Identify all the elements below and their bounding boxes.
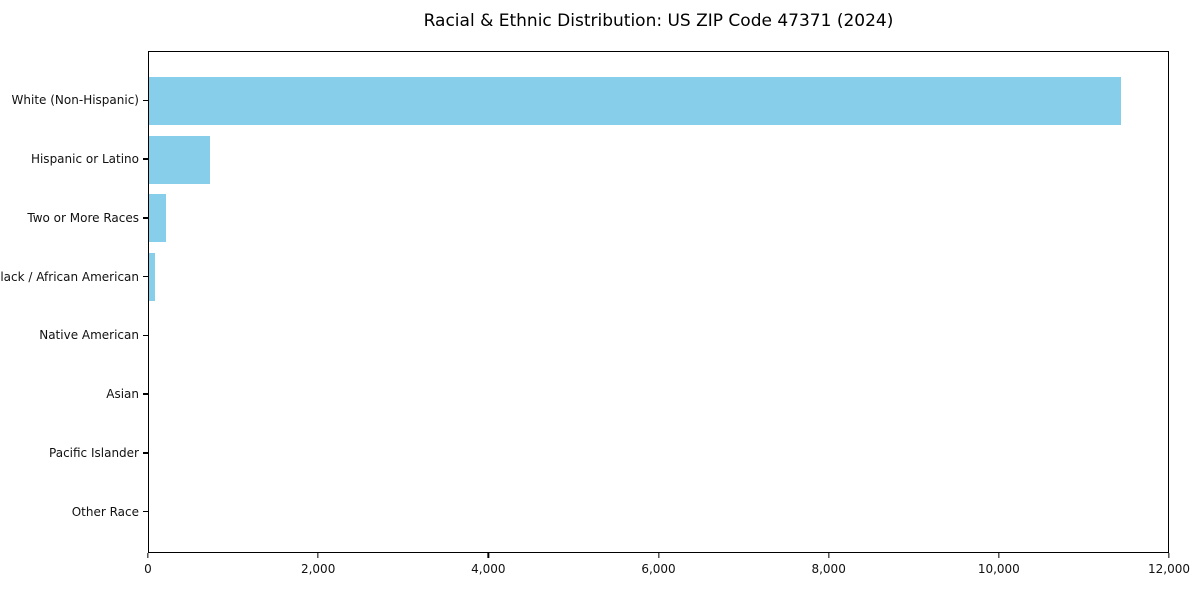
bar-row [149, 482, 1168, 541]
y-tick-label-hispanic-or-latino: Hispanic or Latino [30, 152, 139, 167]
y-axis-row: Hispanic or Latino [0, 130, 148, 189]
chart-title: Racial & Ethnic Distribution: US ZIP Cod… [423, 11, 894, 31]
y-tick-label-other-race: Other Race [71, 504, 139, 519]
bar-row [149, 365, 1168, 424]
x-tick-mark [657, 553, 660, 558]
y-tick-mark [143, 334, 148, 337]
y-axis-row: Two or More Races [0, 189, 148, 248]
y-tick-mark [143, 393, 148, 395]
bars-container [149, 52, 1168, 552]
bar-row [149, 306, 1168, 365]
x-tick-label: 2,000 [300, 562, 336, 576]
y-tick-label-asian: Asian [106, 387, 139, 402]
y-axis-row: Pacific Islander [0, 424, 148, 483]
y-tick-label-native-american: Native American [39, 328, 139, 343]
x-tick-mark [487, 553, 489, 558]
x-axis: 0 2,000 4,000 6,000 8,000 10,000 12,000 [144, 553, 1190, 595]
y-axis-row: Native American [0, 306, 148, 365]
plot-area [148, 51, 1169, 553]
x-tick-mark [317, 553, 319, 558]
y-tick-mark [143, 99, 148, 102]
bar-two-or-more-races [149, 194, 167, 243]
x-tick-label: 4,000 [471, 562, 506, 576]
x-tick-label: 12,000 [1148, 562, 1190, 576]
x-tick-mark [1168, 553, 1170, 558]
y-tick-label-two-or-more-races: Two or More Races [27, 210, 139, 225]
y-tick-mark [143, 275, 148, 278]
x-tick-label: 10,000 [977, 562, 1020, 576]
bar-black-african-american [149, 252, 155, 301]
y-tick-mark [143, 510, 148, 513]
x-tick-mark [828, 553, 830, 558]
bar-hispanic-or-latino [149, 135, 210, 184]
x-tick-label: 8,000 [811, 562, 846, 576]
y-tick-mark [143, 158, 148, 160]
y-tick-label-pacific-islander: Pacific Islander [49, 445, 139, 460]
bar-row [149, 189, 1168, 248]
y-axis-row: Asian [0, 365, 148, 424]
x-tick-label: 0 [144, 562, 152, 576]
y-axis-row: White (Non-Hispanic) [0, 71, 148, 130]
y-axis-row: Black / African American [0, 247, 148, 306]
y-tick-mark [143, 217, 148, 219]
bar-row [149, 423, 1168, 482]
bar-row [149, 248, 1168, 307]
y-axis: White (Non-Hispanic) Hispanic or Latino Tw… [0, 51, 148, 553]
y-tick-label-black-african-american: Black / African American [0, 269, 139, 284]
y-tick-label-white-non-hispanic: White (Non-Hispanic) [11, 93, 139, 108]
y-tick-mark [143, 452, 148, 454]
x-tick-label: 6,000 [641, 562, 676, 576]
x-tick-mark [998, 553, 1000, 558]
x-tick-mark [147, 553, 149, 558]
bar-row [149, 131, 1168, 190]
bar-white-non-hispanic [149, 77, 1122, 126]
bar-row [149, 72, 1168, 131]
y-axis-row: Other Race [0, 482, 148, 541]
